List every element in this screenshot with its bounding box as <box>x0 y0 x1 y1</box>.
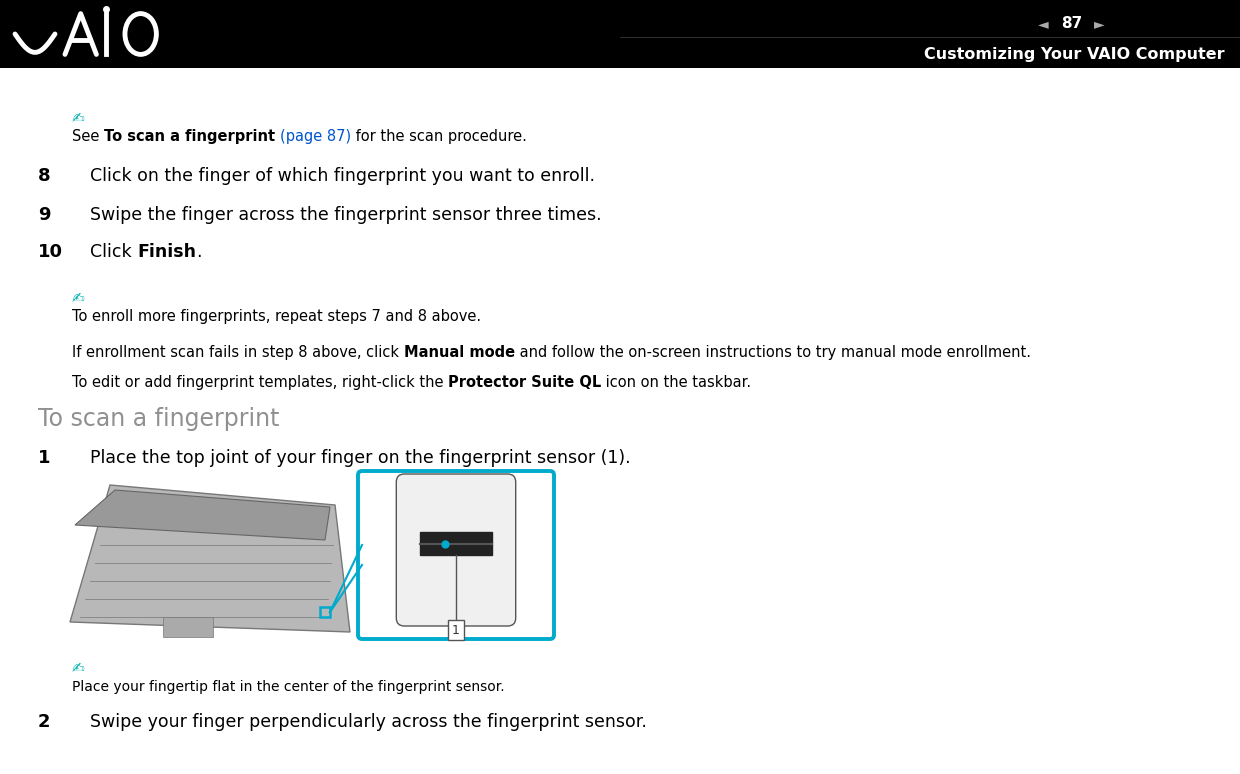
Polygon shape <box>69 485 350 632</box>
Text: 87: 87 <box>1060 16 1083 31</box>
Text: and follow the on-screen instructions to try manual mode enrollment.: and follow the on-screen instructions to… <box>515 345 1030 360</box>
Text: To scan a fingerprint: To scan a fingerprint <box>104 129 280 144</box>
Text: Place the top joint of your finger on the fingerprint sensor (1).: Place the top joint of your finger on th… <box>91 449 631 467</box>
Bar <box>420 532 492 555</box>
Text: Click on the finger of which fingerprint you want to enroll.: Click on the finger of which fingerprint… <box>91 167 595 185</box>
FancyBboxPatch shape <box>397 474 516 626</box>
Text: If enrollment scan fails in step 8 above, click: If enrollment scan fails in step 8 above… <box>72 345 404 360</box>
Text: Place your fingertip flat in the center of the fingerprint sensor.: Place your fingertip flat in the center … <box>72 680 505 694</box>
Text: icon on the taskbar.: icon on the taskbar. <box>601 375 751 390</box>
Text: (page 87): (page 87) <box>280 129 351 144</box>
Text: See: See <box>72 129 104 144</box>
Text: 1: 1 <box>453 624 460 636</box>
Text: 10: 10 <box>38 243 63 261</box>
Text: Protector Suite QL: Protector Suite QL <box>448 375 601 390</box>
Polygon shape <box>74 490 330 540</box>
Text: Swipe your finger perpendicularly across the fingerprint sensor.: Swipe your finger perpendicularly across… <box>91 713 647 731</box>
Text: To enroll more fingerprints, repeat steps 7 and 8 above.: To enroll more fingerprints, repeat step… <box>72 309 481 324</box>
Bar <box>162 617 212 637</box>
Text: ✍: ✍ <box>72 660 84 675</box>
Text: To edit or add fingerprint templates, right-click the: To edit or add fingerprint templates, ri… <box>72 375 448 390</box>
Text: ✍: ✍ <box>72 110 84 125</box>
Text: Manual mode: Manual mode <box>404 345 515 360</box>
Text: for the scan procedure.: for the scan procedure. <box>351 129 527 144</box>
Bar <box>0 0 1240 68</box>
Text: 9: 9 <box>38 206 51 224</box>
Text: To scan a fingerprint: To scan a fingerprint <box>38 407 279 431</box>
Text: Click: Click <box>91 243 138 261</box>
Text: ◄: ◄ <box>1038 17 1049 31</box>
FancyBboxPatch shape <box>358 471 554 639</box>
Text: 1: 1 <box>38 449 51 467</box>
Text: ►: ► <box>1094 17 1105 31</box>
Text: Swipe the finger across the fingerprint sensor three times.: Swipe the finger across the fingerprint … <box>91 206 601 224</box>
Text: ✍: ✍ <box>72 290 84 305</box>
Text: 8: 8 <box>38 167 51 185</box>
Text: Customizing Your VAIO Computer: Customizing Your VAIO Computer <box>924 47 1225 62</box>
Text: 2: 2 <box>38 713 51 731</box>
Bar <box>320 607 330 617</box>
Text: Finish: Finish <box>138 243 196 261</box>
Text: .: . <box>196 243 202 261</box>
